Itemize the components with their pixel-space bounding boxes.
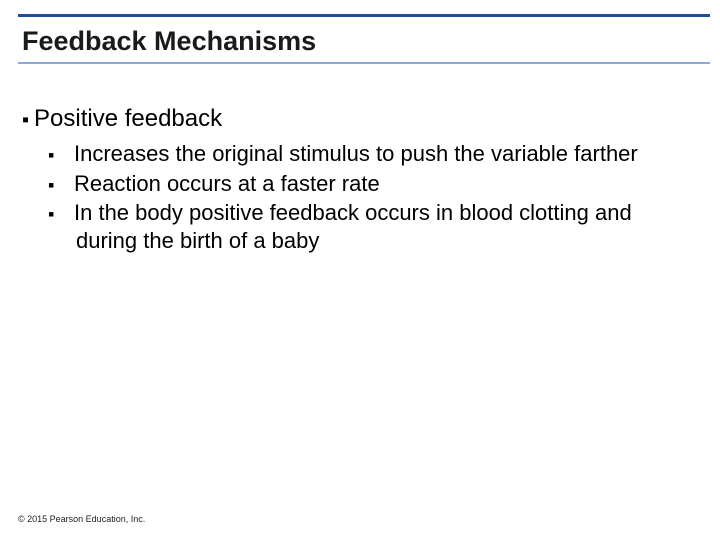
square-bullet-icon: ▪ (62, 203, 72, 226)
content-area: ▪Positive feedback ▪Increases the origin… (22, 104, 690, 256)
bullet-level1-text: Positive feedback (34, 105, 222, 132)
square-bullet-icon: ▪ (62, 174, 72, 197)
bullet-level2-text: Increases the original stimulus to push … (74, 141, 638, 166)
bullet-level1: ▪Positive feedback (22, 104, 690, 134)
bullet-level2-text: Reaction occurs at a faster rate (74, 171, 380, 196)
sub-rule (18, 62, 710, 64)
square-bullet-icon: ▪ (62, 144, 72, 167)
slide: Feedback Mechanisms ▪Positive feedback ▪… (0, 0, 720, 540)
copyright-text: © 2015 Pearson Education, Inc. (18, 514, 145, 524)
bullet-level2: ▪Increases the original stimulus to push… (36, 140, 690, 168)
bullet-level2: ▪Reaction occurs at a faster rate (36, 170, 690, 198)
top-rule (18, 14, 710, 17)
square-bullet-icon: ▪ (22, 108, 32, 133)
slide-title: Feedback Mechanisms (22, 26, 316, 57)
bullet-level2-text: In the body positive feedback occurs in … (74, 200, 632, 253)
bullet-level2: ▪In the body positive feedback occurs in… (36, 199, 690, 254)
